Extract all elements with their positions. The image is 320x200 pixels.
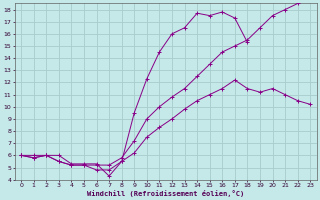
X-axis label: Windchill (Refroidissement éolien,°C): Windchill (Refroidissement éolien,°C) [87,190,244,197]
